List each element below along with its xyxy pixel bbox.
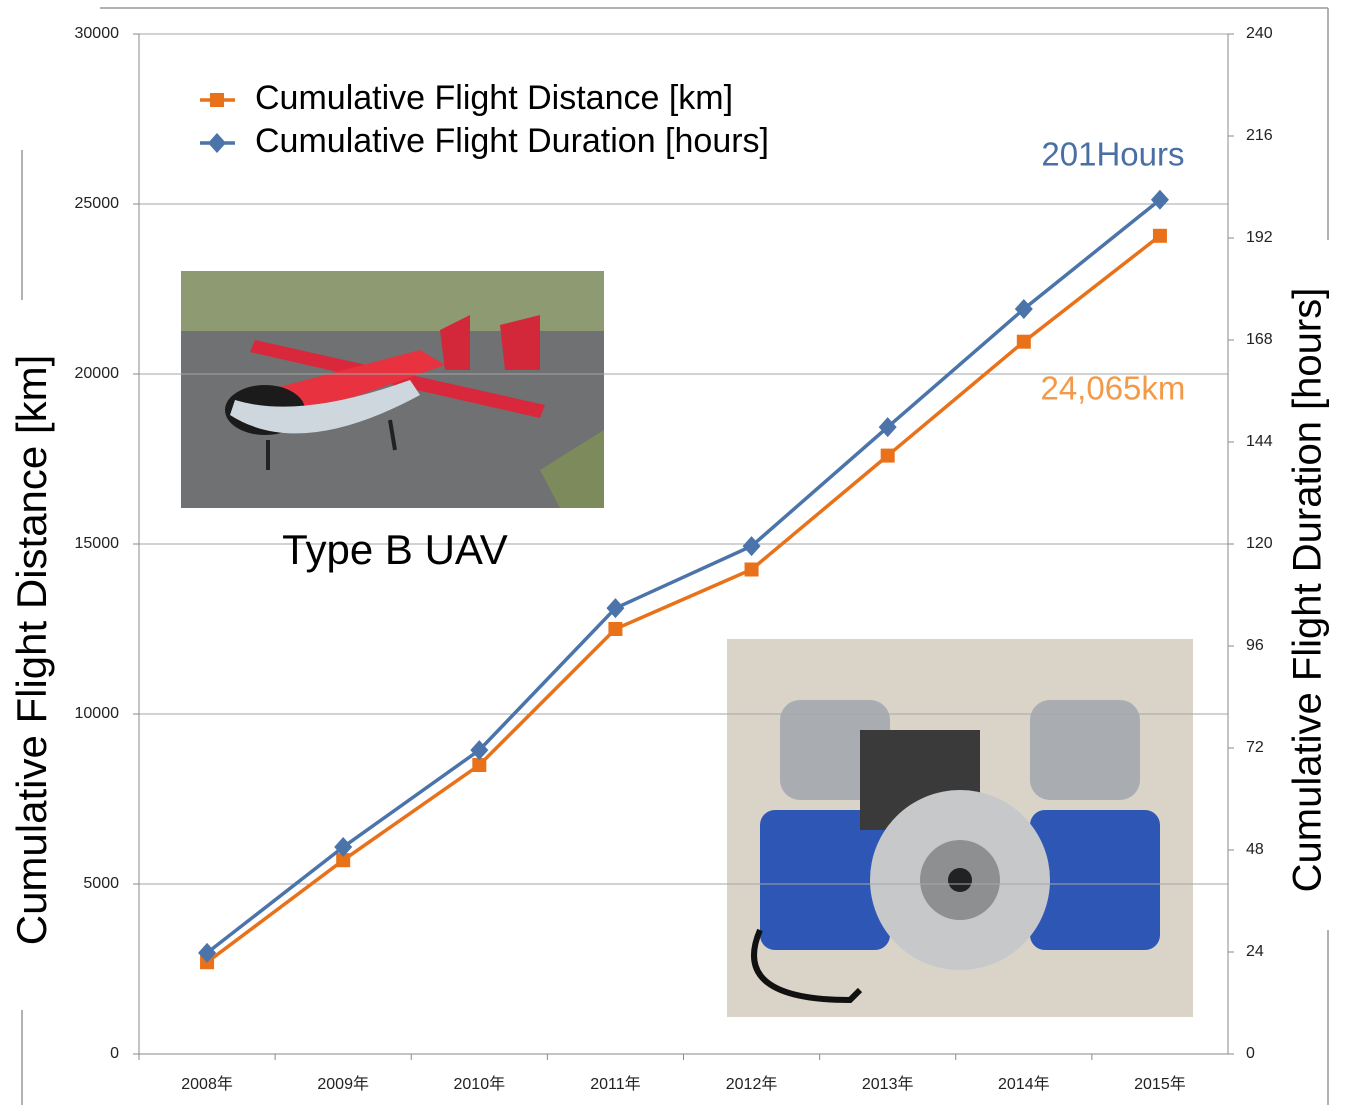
x-tick-label: 2010年 bbox=[454, 1075, 506, 1093]
point bbox=[336, 853, 351, 868]
point bbox=[1014, 298, 1033, 319]
value-label: 201Hours bbox=[1041, 135, 1184, 172]
y2-tick-label: 216 bbox=[1246, 127, 1273, 144]
point bbox=[1016, 334, 1031, 349]
y2-axis-title: Cumulative Flight Duration [hours] bbox=[1286, 288, 1330, 893]
y-tick-label: 25000 bbox=[75, 195, 120, 212]
point bbox=[742, 536, 761, 557]
uav-photo bbox=[181, 271, 604, 508]
y2-tick-label: 96 bbox=[1246, 637, 1264, 654]
x-tick-label: 2015年 bbox=[1134, 1075, 1186, 1093]
x-tick-label: 2012年 bbox=[726, 1075, 778, 1093]
y2-tick-label: 144 bbox=[1246, 433, 1273, 450]
frame bbox=[21, 7, 1329, 1105]
y-axis-title: Cumulative Flight Distance [km] bbox=[8, 355, 55, 946]
point bbox=[880, 448, 895, 463]
point bbox=[606, 598, 625, 619]
legend-label: Cumulative Flight Duration [hours] bbox=[255, 122, 769, 160]
x-tick-label: 2014年 bbox=[998, 1075, 1050, 1093]
y2-tick-label: 120 bbox=[1246, 535, 1273, 552]
legend-marker bbox=[210, 93, 224, 107]
y-tick-label: 0 bbox=[110, 1045, 119, 1062]
point bbox=[878, 417, 897, 438]
y-tick-label: 20000 bbox=[75, 365, 120, 382]
value-label: 24,065km bbox=[1040, 370, 1185, 407]
y-tick-label: 15000 bbox=[75, 535, 120, 552]
y-tick-label: 5000 bbox=[83, 875, 119, 892]
y2-tick-label: 168 bbox=[1246, 331, 1273, 348]
x-tick-label: 2008年 bbox=[181, 1075, 233, 1093]
x-tick-label: 2009年 bbox=[317, 1075, 369, 1093]
point bbox=[198, 942, 217, 963]
point bbox=[1152, 228, 1167, 243]
y2-tick-label: 48 bbox=[1246, 841, 1264, 858]
annotation: Type B UAV bbox=[282, 526, 508, 573]
x-tick-label: 2013年 bbox=[862, 1075, 914, 1093]
point bbox=[744, 562, 759, 577]
y2-tick-label: 0 bbox=[1246, 1045, 1255, 1062]
point bbox=[334, 837, 353, 858]
y2-tick-label: 72 bbox=[1246, 739, 1264, 756]
y2-tick-label: 192 bbox=[1246, 229, 1273, 246]
series-line bbox=[206, 234, 1162, 964]
y2-tick-label: 240 bbox=[1246, 25, 1273, 42]
legend-label: Cumulative Flight Distance [km] bbox=[255, 79, 733, 117]
point bbox=[470, 740, 489, 761]
series-line bbox=[205, 198, 1162, 955]
y-tick-label: 30000 bbox=[75, 25, 120, 42]
point bbox=[472, 758, 487, 772]
point bbox=[608, 622, 623, 636]
x-tick-label: 2011年 bbox=[590, 1075, 640, 1093]
y-tick-label: 10000 bbox=[75, 705, 120, 722]
engine-photo bbox=[727, 639, 1193, 1017]
y2-tick-label: 24 bbox=[1246, 943, 1264, 960]
legend-marker bbox=[208, 133, 226, 153]
point bbox=[1150, 189, 1169, 210]
